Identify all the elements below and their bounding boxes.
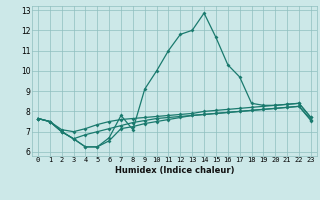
X-axis label: Humidex (Indice chaleur): Humidex (Indice chaleur)	[115, 166, 234, 175]
